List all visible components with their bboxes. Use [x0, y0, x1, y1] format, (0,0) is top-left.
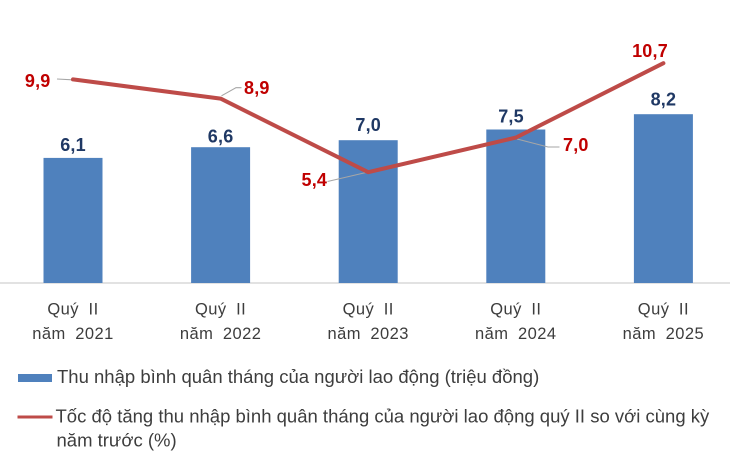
svg-text:6,1: 6,1 — [60, 135, 86, 155]
svg-text:Quý II: Quý II — [490, 301, 541, 319]
svg-text:10,7: 10,7 — [632, 41, 668, 61]
svg-text:năm 2021: năm 2021 — [32, 325, 114, 343]
svg-text:9,9: 9,9 — [25, 71, 51, 91]
svg-text:8,2: 8,2 — [651, 90, 677, 110]
svg-text:năm 2025: năm 2025 — [623, 325, 705, 343]
svg-text:7,0: 7,0 — [355, 115, 381, 135]
svg-text:năm trước (%): năm trước (%) — [57, 430, 177, 451]
svg-text:năm 2023: năm 2023 — [327, 325, 409, 343]
svg-text:7,5: 7,5 — [498, 107, 524, 127]
svg-text:8,9: 8,9 — [244, 78, 270, 98]
svg-text:Quý II: Quý II — [638, 301, 689, 319]
svg-text:Tốc độ tăng thu nhập bình quân: Tốc độ tăng thu nhập bình quân tháng của… — [56, 406, 711, 427]
svg-text:Quý II: Quý II — [195, 301, 246, 319]
svg-text:Thu nhập bình quân tháng của n: Thu nhập bình quân tháng của người lao đ… — [57, 366, 539, 387]
svg-text:năm 2022: năm 2022 — [180, 325, 262, 343]
svg-text:Quý II: Quý II — [343, 301, 394, 319]
svg-text:Quý II: Quý II — [47, 301, 98, 319]
svg-text:6,6: 6,6 — [208, 127, 234, 147]
svg-text:5,4: 5,4 — [302, 170, 328, 190]
svg-text:7,0: 7,0 — [563, 135, 589, 155]
svg-text:năm 2024: năm 2024 — [475, 325, 557, 343]
